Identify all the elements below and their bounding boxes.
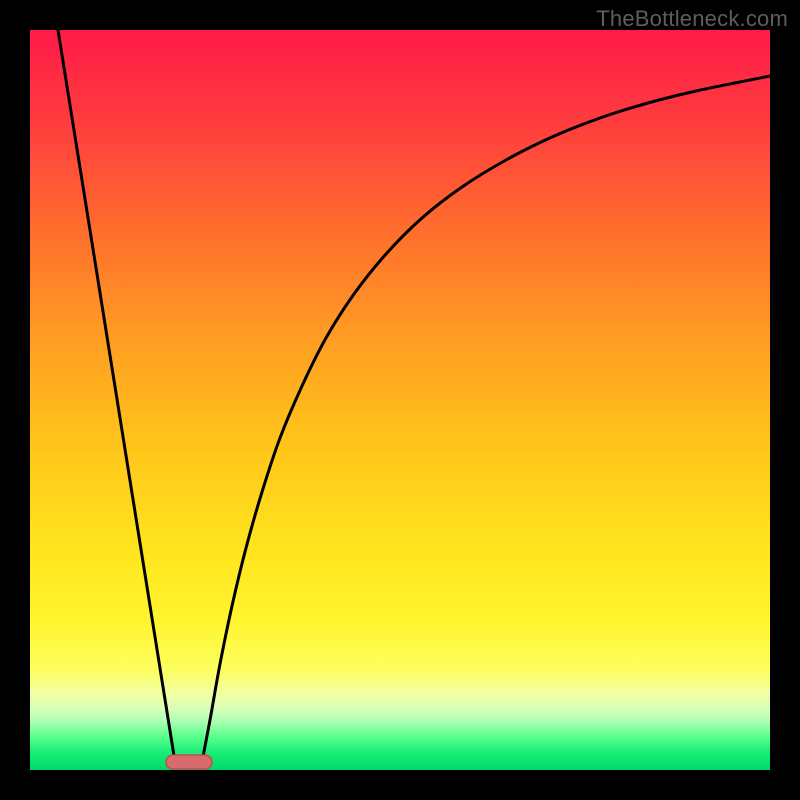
gradient-background — [30, 30, 770, 770]
baseline-cap — [166, 755, 212, 769]
watermark-text: TheBottleneck.com — [596, 6, 788, 32]
chart-svg — [0, 0, 800, 800]
chart-root: TheBottleneck.com — [0, 0, 800, 800]
